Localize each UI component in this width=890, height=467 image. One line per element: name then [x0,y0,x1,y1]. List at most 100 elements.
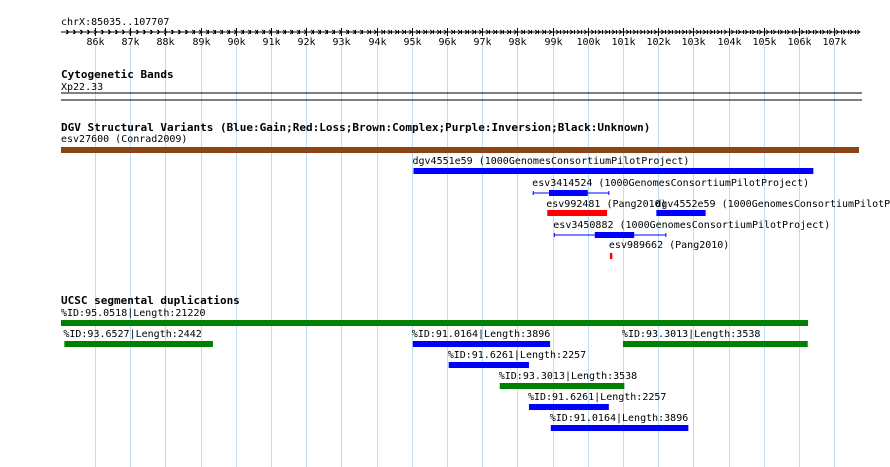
ruler-tick-label: 101k [611,37,635,48]
dgv-track[interactable]: DGV Structural Variants (Blue:Gain;Red:L… [61,121,890,259]
strand-arrow [212,29,217,35]
ruler-tick-label: 98k [508,37,526,48]
cytoband-label: Xp22.33 [61,82,103,93]
dgv-feature[interactable]: dgv4552e59 (1000GenomesConsortiumPilotP [655,199,890,216]
ruler-tick-label: 102k [646,37,670,48]
dgv-feature-bar [594,232,635,238]
dgv-feature[interactable]: esv3450882 (1000GenomesConsortiumPilotPr… [553,220,830,238]
strand-arrow [289,29,294,35]
strand-arrow [660,29,665,35]
dgv-feature[interactable]: dgv4551e59 (1000GenomesConsortiumPilotPr… [413,156,814,174]
ruler-tick-label: 92k [297,37,315,48]
strand-arrow [219,29,224,35]
ruler-tick-label: 103k [681,37,705,48]
ruler-tick-label: 100k [576,37,600,48]
strand-arrow [247,29,252,35]
strand-arrow [737,29,742,35]
strand-arrow [611,29,616,35]
strand-arrow [65,29,70,35]
segdup-feature-label: %ID:93.6527|Length:2442 [63,329,201,340]
strand-arrow [233,29,238,35]
strand-arrow [331,29,336,35]
dgv-feature-label: esv989662 (Pang2010) [609,240,729,251]
strand-arrow [359,29,364,35]
segdup-feature[interactable]: %ID:91.0164|Length:3896 [550,413,689,431]
segdup-feature-label: %ID:91.6261|Length:2257 [528,392,666,403]
dgv-feature-label: esv992481 (Pang2010) [546,199,666,210]
strand-arrow [464,29,469,35]
strand-arrow [394,29,399,35]
strand-arrow [282,29,287,35]
dgv-feature-label: esv27600 (Conrad2009) [61,134,187,145]
ruler-tick-label: 89k [192,37,210,48]
strand-arrow [758,29,763,35]
segdup-features: %ID:95.0518|Length:21220 %ID:93.6527|Leng… [61,308,809,431]
strand-arrow [688,29,693,35]
vertical-grid-lines [95,44,835,467]
strand-arrow [107,29,112,35]
strand-arrow [93,29,98,35]
dgv-feature-label: dgv4552e59 (1000GenomesConsortiumPilotP [655,199,890,210]
strand-arrow [408,29,413,35]
segdup-feature-bar [64,341,213,347]
strand-arrow [352,29,357,35]
segdup-feature-bar [61,320,809,326]
ruler-tick-label: 86k [86,37,104,48]
segdup-feature[interactable]: %ID:91.6261|Length:2257 [528,392,666,410]
ruler-tick-label: 95k [403,37,421,48]
dgv-feature[interactable]: esv3414524 (1000GenomesConsortiumPilotPr… [532,178,809,196]
strand-arrow [121,29,126,35]
strand-arrow [625,29,630,35]
ruler-tick-label: 105k [752,37,776,48]
dgv-feature-label: esv3450882 (1000GenomesConsortiumPilotPr… [553,220,830,231]
segdup-feature-label: %ID:91.6261|Length:2257 [448,350,586,361]
segdup-feature[interactable]: %ID:91.0164|Length:3896 [412,329,550,347]
strand-arrow [86,29,91,35]
ruler-tick-label: 96k [438,37,456,48]
strand-arrow [723,29,728,35]
strand-arrow [800,29,805,35]
cytoband-track[interactable]: Cytogenetic Bands Xp22.33 [61,68,862,101]
strand-arrow [156,29,161,35]
segdup-feature-bar [528,404,609,410]
strand-arrow [716,29,721,35]
strand-arrow [429,29,434,35]
dgv-feature-label: esv3414524 (1000GenomesConsortiumPilotPr… [532,178,809,189]
segdup-track[interactable]: UCSC segmental duplications %ID:95.0518|… [61,294,809,431]
strand-arrow [163,29,168,35]
strand-arrow [387,29,392,35]
dgv-feature-bar [656,210,706,216]
dgv-features: esv27600 (Conrad2009) dgv4551e59 (1000Gen… [61,134,890,259]
segdup-feature[interactable]: %ID:93.3013|Length:3538 [499,371,637,389]
strand-arrow [772,29,777,35]
segdup-feature-label: %ID:91.0164|Length:3896 [550,413,688,424]
strand-arrow [807,29,812,35]
segdup-feature[interactable]: %ID:95.0518|Length:21220 [61,308,809,326]
dgv-feature[interactable]: esv27600 (Conrad2009) [61,134,859,153]
strand-arrow [317,29,322,35]
strand-arrow [296,29,301,35]
dgv-feature[interactable]: esv989662 (Pang2010) [609,240,729,259]
strand-arrow [128,29,133,35]
strand-arrow [240,29,245,35]
strand-arrow [191,29,196,35]
strand-arrow [814,29,819,35]
segdup-feature[interactable]: %ID:93.6527|Length:2442 [63,329,213,347]
ruler-tick-label: 93k [332,37,350,48]
strand-arrow [702,29,707,35]
ruler-track[interactable]: chrX:85035..107707 86k 87k 88k 89k 90k 91k 92k… [61,17,861,48]
strand-arrow [576,29,581,35]
strand-arrow [639,29,644,35]
dgv-feature[interactable]: esv992481 (Pang2010) [546,199,667,216]
strand-arrow [310,29,315,35]
segdup-feature[interactable]: %ID:91.6261|Length:2257 [448,350,586,368]
strand-arrow [842,29,847,35]
dgv-feature-bar [413,168,814,174]
strand-arrow [548,29,553,35]
strand-arrow [198,29,203,35]
dgv-feature-label: dgv4551e59 (1000GenomesConsortiumPilotPr… [413,156,690,167]
segdup-feature-label: %ID:93.3013|Length:3538 [499,371,637,382]
strand-arrow [366,29,371,35]
strand-arrow [527,29,532,35]
segdup-feature[interactable]: %ID:93.3013|Length:3538 [622,329,808,347]
